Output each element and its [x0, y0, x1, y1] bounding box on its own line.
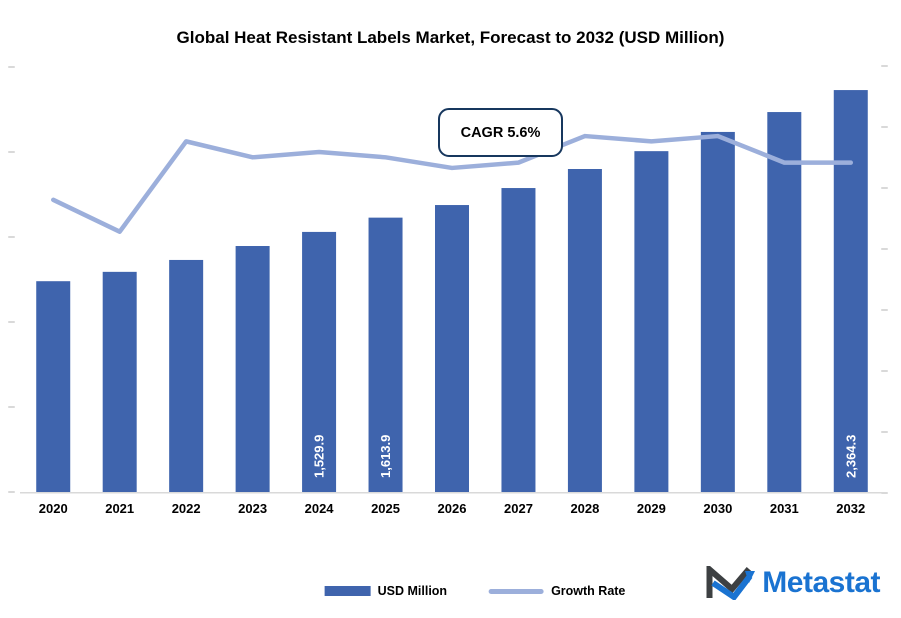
- right-axis-tick-mark: [881, 65, 888, 67]
- growth-rate-line: [50, 133, 854, 234]
- bar-2026: [435, 205, 469, 493]
- chart-title: Global Heat Resistant Labels Market, For…: [176, 28, 725, 47]
- right-axis-tick-mark: [881, 126, 888, 128]
- bar-2032: [833, 90, 868, 492]
- x-axis-label-2024: 2024: [305, 501, 335, 516]
- right-axis-tick-mark: [881, 248, 888, 250]
- metastat-logo-mark-icon: [706, 566, 756, 600]
- left-axis-tick-mark: [8, 491, 15, 493]
- legend-item-growth-rate: Growth Rate: [489, 584, 625, 598]
- line-series-label: Growth Rate: [551, 584, 626, 598]
- x-axis-label-2026: 2026: [438, 501, 467, 516]
- x-axis-label-2025: 2025: [371, 501, 400, 516]
- left-axis-tick-mark: [8, 66, 15, 68]
- bar-2024: [302, 231, 337, 493]
- line-series-swatch: [489, 588, 545, 594]
- chart-legend: USD Million Growth Rate: [324, 584, 625, 598]
- bar-data-label-2024: 1,529.9: [312, 435, 327, 478]
- left-axis-tick-mark: [8, 406, 15, 408]
- bar-data-label-2032: 2,364.3: [843, 435, 858, 478]
- right-axis-tick-mark: [881, 370, 888, 372]
- combo-chart-plot: 1,529.9 1,613.9 2,364.3 2020 2021 2022 2023 202…: [8, 65, 888, 516]
- x-axis-label-2029: 2029: [637, 501, 666, 516]
- metastat-logo: Metastat: [705, 566, 880, 600]
- right-axis-tick-mark: [881, 187, 888, 189]
- x-axis-label-2021: 2021: [105, 501, 134, 516]
- metastat-logo-text: Metastat: [762, 566, 880, 599]
- right-axis-tick-mark: [881, 309, 888, 311]
- cagr-annotation-box: CAGR 5.6%: [438, 108, 563, 157]
- x-axis-label-2023: 2023: [238, 501, 267, 516]
- bar-2025: [368, 217, 403, 492]
- bar-2027: [501, 188, 536, 493]
- bar-series-label: USD Million: [377, 584, 448, 598]
- left-axis-tick-mark: [8, 151, 15, 153]
- legend-item-usd-million: USD Million: [324, 584, 448, 598]
- bar-series-swatch: [324, 586, 371, 596]
- bar-2031: [767, 112, 802, 493]
- right-axis-tick-mark: [881, 431, 888, 433]
- x-axis-label-2022: 2022: [172, 501, 201, 516]
- bar-2020: [36, 281, 71, 492]
- bar-2028: [567, 169, 602, 492]
- bar-2023: [235, 246, 270, 492]
- left-axis-tick-mark: [8, 236, 15, 238]
- bar-2022: [169, 259, 204, 492]
- left-axis-tick-mark: [8, 321, 15, 323]
- bar-2030: [700, 131, 735, 492]
- bar-2021: [102, 271, 137, 492]
- x-axis-label-2027: 2027: [504, 501, 533, 516]
- x-axis-label-2020: 2020: [39, 501, 68, 516]
- x-axis-label-2031: 2031: [770, 501, 799, 516]
- x-axis-label-2028: 2028: [570, 501, 599, 516]
- cagr-annotation-text: CAGR 5.6%: [460, 124, 541, 141]
- x-axis-label-2030: 2030: [703, 501, 732, 516]
- x-axis-label-2032: 2032: [836, 501, 865, 516]
- bar-2029: [634, 151, 669, 492]
- bar-data-label-2025: 1,613.9: [378, 435, 393, 478]
